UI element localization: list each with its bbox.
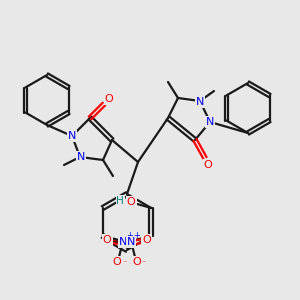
Text: N: N xyxy=(196,97,204,107)
Text: N: N xyxy=(206,117,214,127)
Text: O: O xyxy=(103,235,112,245)
Text: N: N xyxy=(127,237,135,247)
Text: N: N xyxy=(68,131,76,141)
Text: N: N xyxy=(119,237,128,247)
Text: ⁻: ⁻ xyxy=(122,259,127,268)
Text: O: O xyxy=(105,94,113,104)
Text: +: + xyxy=(133,230,140,239)
Text: ⁻: ⁻ xyxy=(142,259,146,268)
Text: O: O xyxy=(127,197,136,207)
Text: N: N xyxy=(77,152,85,162)
Text: O: O xyxy=(113,257,122,267)
Text: H: H xyxy=(116,196,124,206)
Text: O: O xyxy=(132,257,141,267)
Text: O: O xyxy=(142,235,151,245)
Text: O: O xyxy=(204,160,212,170)
Text: +: + xyxy=(126,230,133,239)
